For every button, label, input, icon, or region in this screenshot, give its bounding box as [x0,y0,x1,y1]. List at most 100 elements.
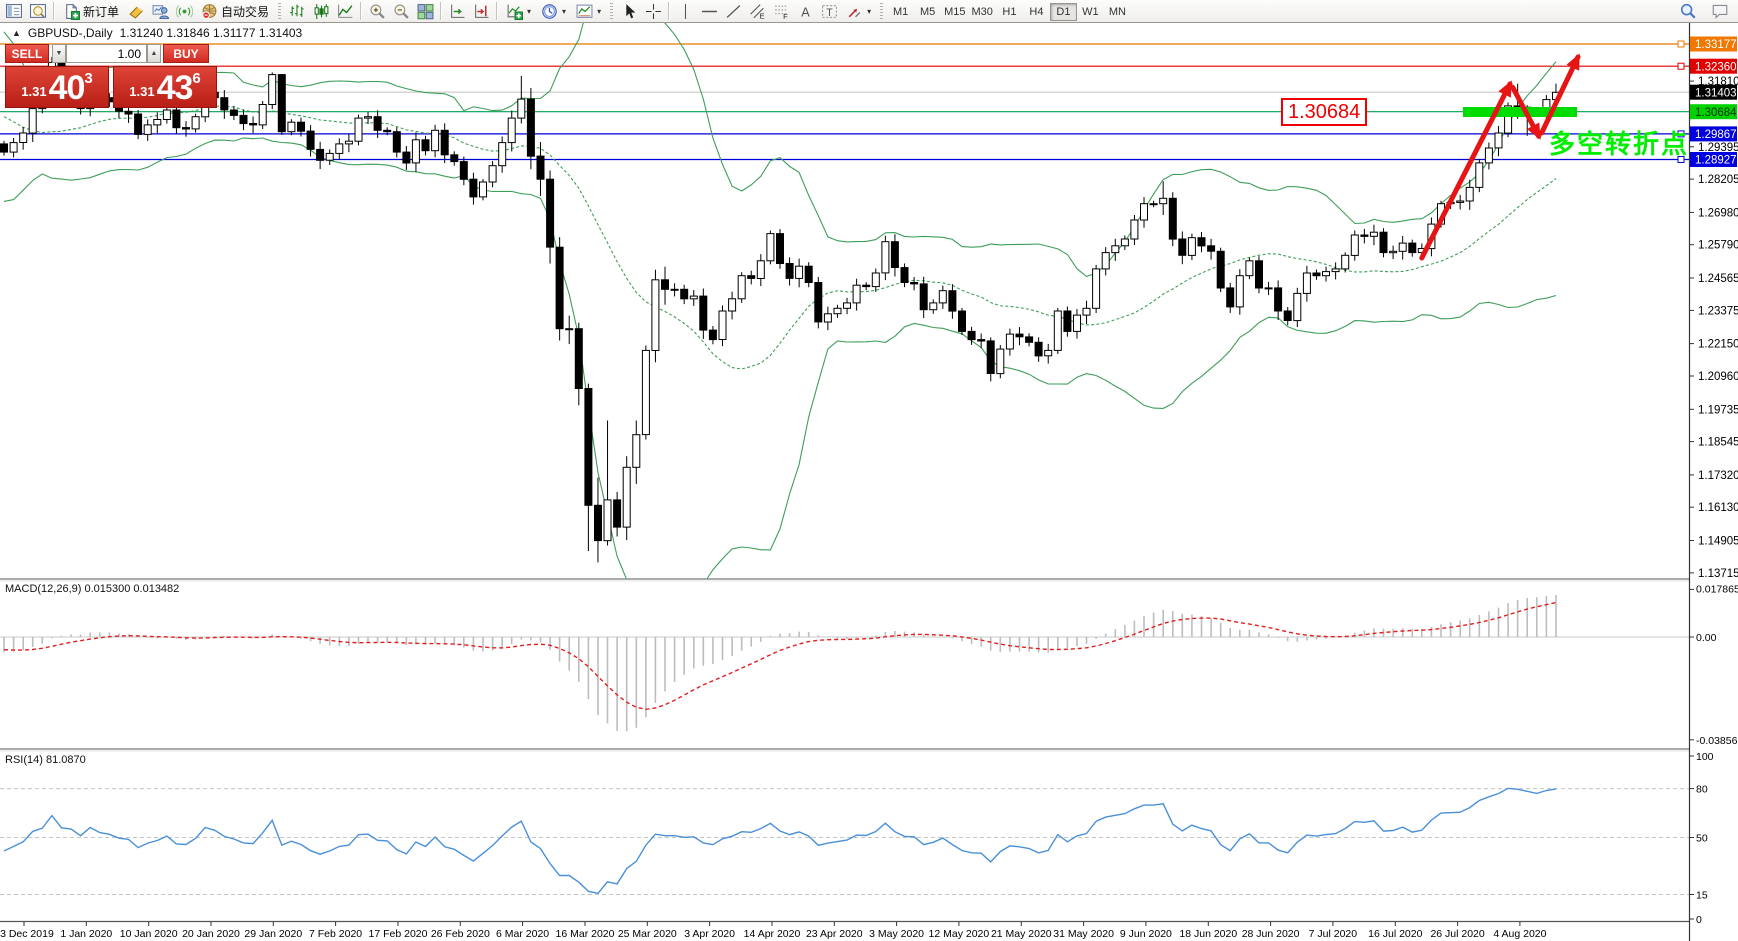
volume-decrease-button[interactable]: ▼ [52,44,66,63]
svg-text:0.017865: 0.017865 [1696,583,1738,595]
arrows-dropdown-caret[interactable]: ▾ [867,6,872,16]
timeframe-button-M30[interactable]: M30 [969,3,996,21]
chart-shift-icon[interactable] [469,1,493,21]
ohlc-values: 1.31240 1.31846 1.31177 1.31403 [119,26,303,40]
timeframe-button-H4[interactable]: H4 [1023,3,1050,21]
svg-text:1.22150: 1.22150 [1698,339,1738,351]
arrows-tool-button[interactable]: ▾ [841,1,876,21]
autotrading-label: 自动交易 [221,4,270,19]
signals-icon[interactable] [172,1,196,21]
svg-text:1.29867: 1.29867 [1695,129,1737,141]
timeframe-button-M15[interactable]: M15 [941,3,968,21]
svg-text:23 Dec 2019: 23 Dec 2019 [0,928,54,940]
timeframe-button-MN[interactable]: MN [1104,3,1131,21]
red-arrow-annotations[interactable] [1419,53,1581,261]
svg-text:1.16130: 1.16130 [1698,502,1738,514]
periods-button[interactable]: ▾ [536,1,571,21]
svg-text:25 Mar 2020: 25 Mar 2020 [618,928,677,940]
cursor-tool-icon[interactable] [617,1,641,21]
indicators-button[interactable]: ▾ [501,1,536,21]
volume-input[interactable]: 1.00 [66,44,147,63]
svg-text:26 Jul 2020: 26 Jul 2020 [1430,928,1484,940]
text-tool-icon[interactable]: A [793,1,817,21]
svg-text:15: 15 [1696,890,1708,902]
new-order-label: 新订单 [83,4,120,19]
templates-dropdown-caret[interactable]: ▾ [597,6,602,16]
timeframe-button-W1[interactable]: W1 [1077,3,1104,21]
trendline-tool-icon[interactable] [721,1,745,21]
templates-button[interactable]: ▾ [571,1,606,21]
line-chart-mode-icon[interactable] [333,1,357,21]
date-axis[interactable]: 23 Dec 2019 1 Jan 2020 10 Jan 2020 20 Jan 2… [0,922,1547,940]
svg-text:3 May 2020: 3 May 2020 [869,928,924,940]
svg-text:17 Feb 2020: 17 Feb 2020 [369,928,428,940]
svg-text:1.14905: 1.14905 [1698,536,1738,548]
svg-text:1.31403: 1.31403 [1695,87,1737,99]
toolbar-separator [668,2,671,20]
autotrading-button[interactable]: 自动交易 [196,1,274,21]
buy-price-main: 43 [156,69,194,107]
zoom-out-icon[interactable] [389,1,413,21]
text-label-tool-icon[interactable]: T [817,1,841,21]
buy-button[interactable]: BUY [163,44,209,63]
fibonacci-tool-icon[interactable]: F [769,1,793,21]
svg-text:14 Apr 2020: 14 Apr 2020 [744,928,801,940]
svg-text:1.25790: 1.25790 [1698,240,1738,252]
bar-chart-mode-icon[interactable] [285,1,309,21]
volume-increase-button[interactable]: ▲ [147,44,161,63]
market-watch-icon[interactable] [2,1,26,21]
timeframe-button-M1[interactable]: M1 [887,3,914,21]
svg-text:1.24565: 1.24565 [1698,273,1738,285]
svg-text:7 Feb 2020: 7 Feb 2020 [309,928,362,940]
buy-price-display[interactable]: 1.31 43 6 [113,66,217,108]
auto-scroll-icon[interactable] [445,1,469,21]
price-text-annotation[interactable]: 1.30684 [1281,98,1368,126]
price-axis[interactable]: 1.318101.293951.282051.269801.257901.245… [1688,23,1738,941]
toolbar-grip [610,3,614,19]
zoom-in-icon[interactable] [365,1,389,21]
svg-text:50: 50 [1696,833,1708,845]
candlestick-mode-icon[interactable] [309,1,333,21]
green-band-annotation[interactable] [1463,107,1577,117]
toolbar-separator [360,2,363,20]
toolbar-grip [880,3,884,19]
crosshair-tool-icon[interactable] [641,1,665,21]
equidistant-channel-tool-icon[interactable]: E [745,1,769,21]
svg-text:1.29395: 1.29395 [1698,142,1738,154]
svg-text:23 Apr 2020: 23 Apr 2020 [806,928,863,940]
timeframe-button-M5[interactable]: M5 [914,3,941,21]
chinese-text-annotation[interactable]: 多空转折点 [1549,129,1690,159]
collapse-icon[interactable]: ▲ [12,28,21,38]
buy-price-prefix: 1.31 [129,84,155,99]
new-order-button[interactable]: 新订单 [58,1,124,21]
search-icon[interactable] [1676,1,1700,21]
rsi-axis: 100 80 50 15 0 [1690,751,1714,926]
chat-icon[interactable] [1708,1,1732,21]
svg-text:1.17320: 1.17320 [1698,470,1738,482]
timeframe-button-D1[interactable]: D1 [1049,2,1077,21]
sell-button[interactable]: SELL [5,44,49,63]
svg-text:F: F [783,11,788,19]
vertical-line-tool-icon[interactable] [673,1,697,21]
svg-text:12 May 2020: 12 May 2020 [929,928,990,940]
svg-text:1.28205: 1.28205 [1698,174,1738,186]
periods-dropdown-caret[interactable]: ▾ [562,6,567,16]
data-window-icon[interactable] [26,1,50,21]
tile-windows-icon[interactable] [413,1,437,21]
svg-text:T: T [826,6,833,18]
svg-text:28 Jun 2020: 28 Jun 2020 [1242,928,1300,940]
toolbar-separator [53,2,55,20]
metaeditor-icon[interactable] [124,1,148,21]
svg-text:3 Apr 2020: 3 Apr 2020 [684,928,735,940]
sell-price-main: 40 [48,69,86,107]
horizontal-line-tool-icon[interactable] [697,1,721,21]
chart-title: ▲ GBPUSD-,Daily 1.31240 1.31846 1.31177 … [12,26,302,40]
expert-advisors-icon[interactable] [148,1,172,21]
indicators-dropdown-caret[interactable]: ▾ [527,6,532,16]
svg-text:1 Jan 2020: 1 Jan 2020 [60,928,112,940]
sell-price-display[interactable]: 1.31 40 3 [5,66,109,108]
timeframe-button-H1[interactable]: H1 [996,3,1023,21]
macd-indicator [0,595,1689,732]
